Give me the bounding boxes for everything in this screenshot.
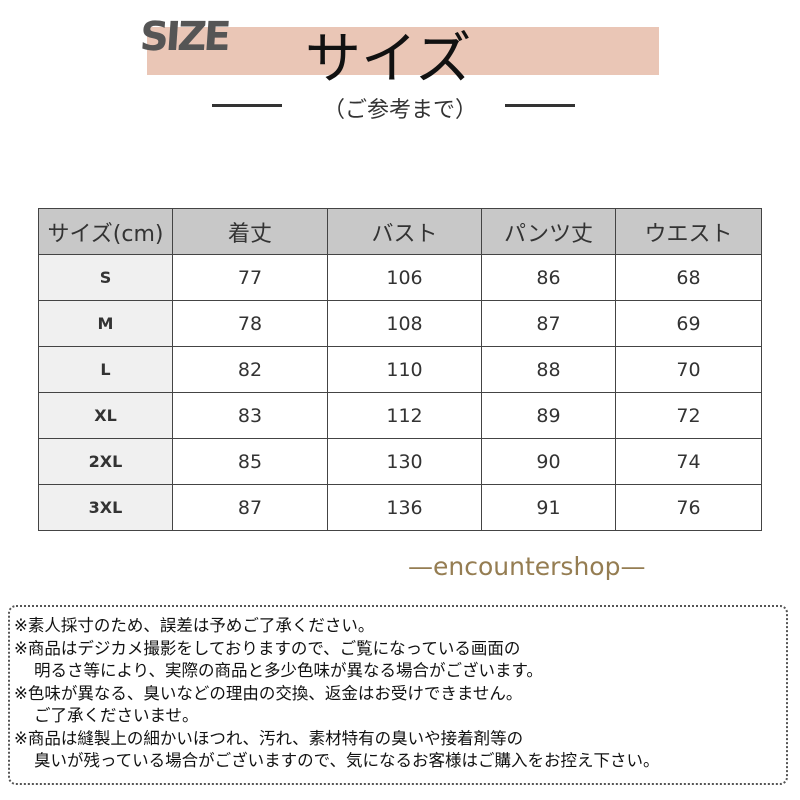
subtitle: （ご参考まで）	[322, 98, 477, 123]
table-row: 2XL 85 130 90 74	[38, 438, 762, 485]
size-table: サイズ(cm) 着丈 バスト パンツ丈 ウエスト S 77 106 86 68 M 78 10…	[38, 208, 762, 531]
table-row: 3XL 87 136 91 76	[38, 484, 762, 531]
note-line: ※素人採寸のため、誤差は予めご了承ください。	[14, 616, 375, 635]
size-label-cell: L	[38, 346, 173, 393]
note-line: 明るさ等により、実際の商品と多少色味が異なる場合がございます。	[34, 661, 543, 680]
table-cell: 86	[481, 254, 616, 301]
size-label-cell: 2XL	[38, 438, 173, 485]
note-line: 臭いが残っている場合がございますので、気になるお客様はご購入をお控え下さい。	[34, 751, 660, 770]
divider-right	[505, 104, 575, 107]
table-row: M 78 108 87 69	[38, 300, 762, 347]
table-cell: 90	[481, 438, 616, 485]
table-cell: 76	[615, 484, 762, 531]
table-cell: 72	[615, 392, 762, 439]
size-logo: SIZE	[138, 14, 230, 60]
table-cell: 70	[615, 346, 762, 393]
table-cell: 136	[327, 484, 482, 531]
table-cell: 91	[481, 484, 616, 531]
table-cell: 108	[327, 300, 482, 347]
table-cell: 89	[481, 392, 616, 439]
column-header: 着丈	[172, 208, 328, 255]
table-cell: 110	[327, 346, 482, 393]
table-cell: 83	[172, 392, 328, 439]
note-line: ※商品はデジカメ撮影をしておりますので、ご覧になっている画面の	[14, 638, 521, 658]
watermark: —encountershop—	[408, 552, 646, 581]
table-cell: 112	[327, 392, 482, 439]
table-cell: 130	[327, 438, 482, 485]
table-cell: 74	[615, 438, 762, 485]
title-band	[147, 27, 659, 75]
table-cell: 88	[481, 346, 616, 393]
note-line: ※色味が異なる、臭いなどの理由の交換、返金はお受けできません。	[14, 683, 523, 703]
column-header: サイズ(cm)	[38, 208, 173, 255]
size-label-cell: S	[38, 254, 173, 301]
size-label-cell: 3XL	[38, 484, 173, 531]
size-label-cell: XL	[38, 392, 173, 439]
table-header-row: サイズ(cm) 着丈 バスト パンツ丈 ウエスト	[38, 208, 762, 255]
table-cell: 85	[172, 438, 328, 485]
table-row: L 82 110 88 70	[38, 346, 762, 393]
note-line: ※商品は縫製上の細かいほつれ、汚れ、素材特有の臭いや接着剤等の	[14, 728, 524, 748]
column-header: ウエスト	[615, 208, 762, 255]
notes-box: ※素人採寸のため、誤差は予めご了承ください。 ※商品はデジカメ撮影をしております…	[8, 605, 788, 785]
table-cell: 87	[481, 300, 616, 347]
column-header: パンツ丈	[481, 208, 616, 255]
table-cell: 77	[172, 254, 328, 301]
page-title: サイズ	[305, 27, 472, 92]
divider-left	[212, 104, 282, 107]
table-cell: 68	[615, 254, 762, 301]
column-header: バスト	[327, 208, 482, 255]
note-line: ご了承くださいませ。	[34, 706, 199, 725]
table-cell: 69	[615, 300, 762, 347]
table-cell: 106	[327, 254, 482, 301]
table-cell: 82	[172, 346, 328, 393]
size-label-cell: M	[38, 300, 173, 347]
table-row: XL 83 112 89 72	[38, 392, 762, 439]
table-row: S 77 106 86 68	[38, 254, 762, 301]
table-cell: 87	[172, 484, 328, 531]
table-cell: 78	[172, 300, 328, 347]
